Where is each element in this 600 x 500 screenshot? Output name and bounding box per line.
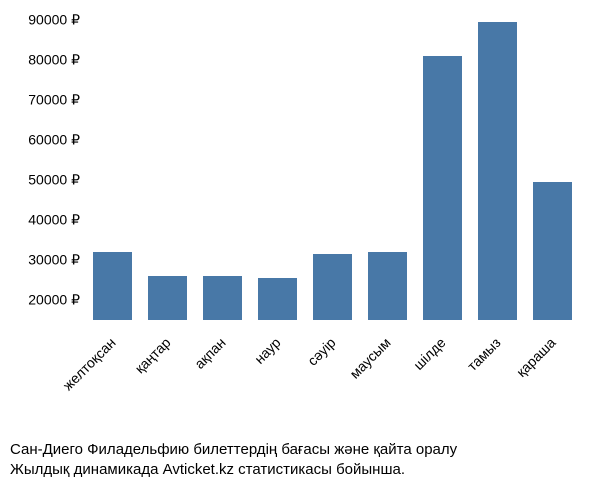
chart-caption: Сан-Диего Филадельфию билеттердің бағасы…	[10, 440, 590, 481]
y-tick-label: 90000 ₽	[5, 12, 80, 29]
y-tick-label: 70000 ₽	[5, 92, 80, 109]
bar	[368, 252, 408, 320]
caption-line-1: Сан-Диего Филадельфию билеттердің бағасы…	[10, 440, 590, 460]
bar	[533, 182, 573, 320]
caption-line-2: Жылдық динамикада Avticket.kz статистика…	[10, 460, 590, 480]
y-tick-label: 30000 ₽	[5, 252, 80, 269]
y-tick-label: 20000 ₽	[5, 292, 80, 309]
y-tick-label: 50000 ₽	[5, 172, 80, 189]
bar	[93, 252, 133, 320]
y-tick-label: 40000 ₽	[5, 212, 80, 229]
bar	[313, 254, 353, 320]
plot-area	[85, 20, 580, 320]
bar	[258, 278, 298, 320]
price-bar-chart: 20000 ₽ 30000 ₽ 40000 ₽ 50000 ₽ 60000 ₽ 70000…	[0, 0, 600, 500]
bar	[478, 22, 518, 320]
bar	[148, 276, 188, 320]
y-tick-label: 80000 ₽	[5, 52, 80, 69]
bar	[203, 276, 243, 320]
y-tick-label: 60000 ₽	[5, 132, 80, 149]
bar	[423, 56, 463, 320]
